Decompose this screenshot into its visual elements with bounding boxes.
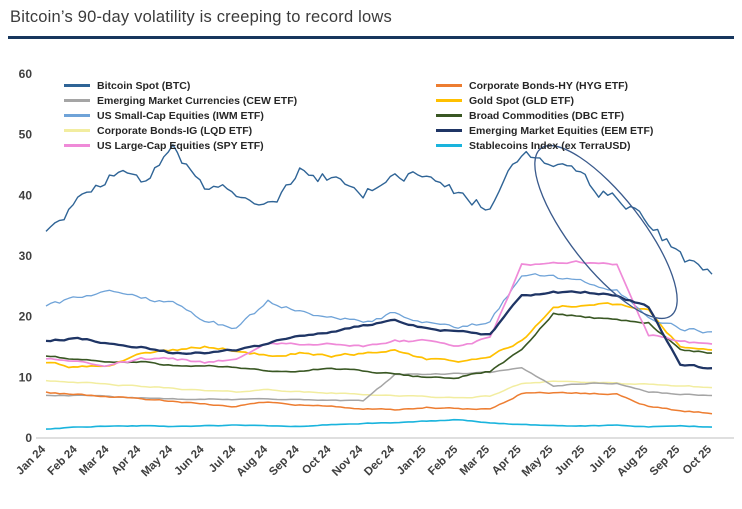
x-axis-tick-label: Mar 24: [77, 443, 112, 478]
legend-label-stablecoins: Stablecoins Index (ex TerraUSD): [469, 139, 631, 152]
x-axis-tick-label: Feb 25: [426, 443, 461, 478]
legend-item-gld: Gold Spot (GLD ETF): [436, 94, 653, 107]
x-axis-tick-label: Oct 24: [300, 443, 334, 477]
legend-line-swatch-eem: [436, 129, 462, 132]
legend-label-lqd: Corporate Bonds-IG (LQD ETF): [97, 124, 253, 137]
legend-line-swatch-lqd: [64, 129, 90, 132]
legend-line-swatch-spy: [64, 144, 90, 147]
legend-column-right: Corporate Bonds-HY (HYG ETF) Gold Spot (…: [436, 79, 654, 152]
y-axis-tick-label: 20: [19, 310, 33, 324]
legend-label-eem: Emerging Market Equities (EEM ETF): [469, 124, 654, 137]
legend-label-hyg: Corporate Bonds-HY (HYG ETF): [469, 79, 629, 92]
legend-item-cew: Emerging Market Currencies (CEW ETF): [64, 94, 298, 107]
x-axis-tick-label: Sep 25: [648, 443, 683, 478]
title-underline: [8, 36, 734, 39]
legend-line-swatch-cew: [64, 99, 90, 102]
x-axis-tick-label: Apr 25: [490, 443, 524, 477]
series-line-cew: [45, 366, 713, 402]
legend-item-iwm: US Small-Cap Equities (IWM ETF): [64, 109, 297, 122]
highlight-ellipse-annotation: [534, 144, 678, 320]
series-line-spy: [45, 260, 713, 368]
legend-line-swatch-dbc: [436, 114, 462, 117]
legend-column-left: Bitcoin Spot (BTC) Emerging Market Curre…: [64, 79, 298, 152]
legend-label-iwm: US Small-Cap Equities (IWM ETF): [97, 109, 264, 122]
x-axis-tick-label: Jan 24: [14, 443, 48, 477]
x-axis-tick-label: Dec 24: [362, 443, 397, 478]
page-title: Bitcoin’s 90-day volatility is creeping …: [10, 8, 392, 26]
legend-line-swatch-gld: [436, 99, 462, 102]
y-axis-tick-label: 0: [25, 431, 32, 445]
x-axis-tick-label: Aug 25: [615, 443, 651, 479]
series-line-gld: [45, 302, 713, 369]
legend-item-lqd: Corporate Bonds-IG (LQD ETF): [64, 124, 297, 137]
y-axis-tick-label: 30: [19, 249, 33, 263]
series-line-eem: [45, 290, 713, 370]
y-axis-tick-label: 50: [19, 128, 33, 142]
legend-item-hyg: Corporate Bonds-HY (HYG ETF): [436, 79, 653, 92]
x-axis-tick-label: May 25: [520, 443, 556, 479]
x-axis-tick-label: Apr 24: [109, 443, 143, 477]
y-axis-tick-label: 10: [19, 370, 33, 384]
legend-item-eem: Emerging Market Equities (EEM ETF): [436, 124, 654, 137]
legend-line-swatch-iwm: [64, 114, 90, 117]
volatility-chart: 0 10 20 30 40 50 60 Jan 24 Feb 24 Mar 24 Apr 24 May…: [0, 42, 742, 509]
legend-label-gld: Gold Spot (GLD ETF): [469, 94, 574, 107]
x-axis-tick-label: Oct 25: [681, 443, 715, 477]
legend-label-btc: Bitcoin Spot (BTC): [97, 79, 191, 92]
series-line-hyg: [45, 391, 713, 415]
legend-label-cew: Emerging Market Currencies (CEW ETF): [97, 94, 298, 107]
x-axis-tick-label: Nov 24: [330, 443, 366, 479]
legend-item-btc: Bitcoin Spot (BTC): [64, 79, 297, 92]
x-axis-tick-label: Jan 25: [395, 443, 429, 477]
legend-line-swatch-stablecoins: [436, 144, 462, 147]
x-axis-tick-label: Feb 24: [46, 443, 81, 478]
x-axis-tick-label: Sep 24: [267, 443, 302, 478]
x-axis-tick-label: Aug 24: [235, 443, 271, 479]
legend-line-swatch-hyg: [436, 84, 462, 87]
y-axis-tick-label: 40: [19, 188, 33, 202]
legend-item-spy: US Large-Cap Equities (SPY ETF): [64, 139, 297, 152]
legend-line-swatch-btc: [64, 84, 90, 87]
x-axis-tick-label: Mar 25: [458, 443, 493, 478]
legend-label-spy: US Large-Cap Equities (SPY ETF): [97, 139, 264, 152]
series-line-iwm: [45, 273, 713, 334]
legend-label-dbc: Broad Commodities (DBC ETF): [469, 109, 625, 122]
x-axis-tick-label: Jun 25: [553, 443, 588, 478]
y-axis-tick-label: 60: [19, 67, 33, 81]
legend-item-stablecoins: Stablecoins Index (ex TerraUSD): [436, 139, 653, 152]
legend-item-dbc: Broad Commodities (DBC ETF): [436, 109, 653, 122]
series-line-btc: [45, 144, 713, 275]
series-line-dbc: [45, 312, 712, 380]
x-axis-tick-label: May 24: [139, 443, 175, 479]
x-axis-tick-label: Jun 24: [172, 443, 207, 478]
series-line-stable: [45, 418, 713, 430]
